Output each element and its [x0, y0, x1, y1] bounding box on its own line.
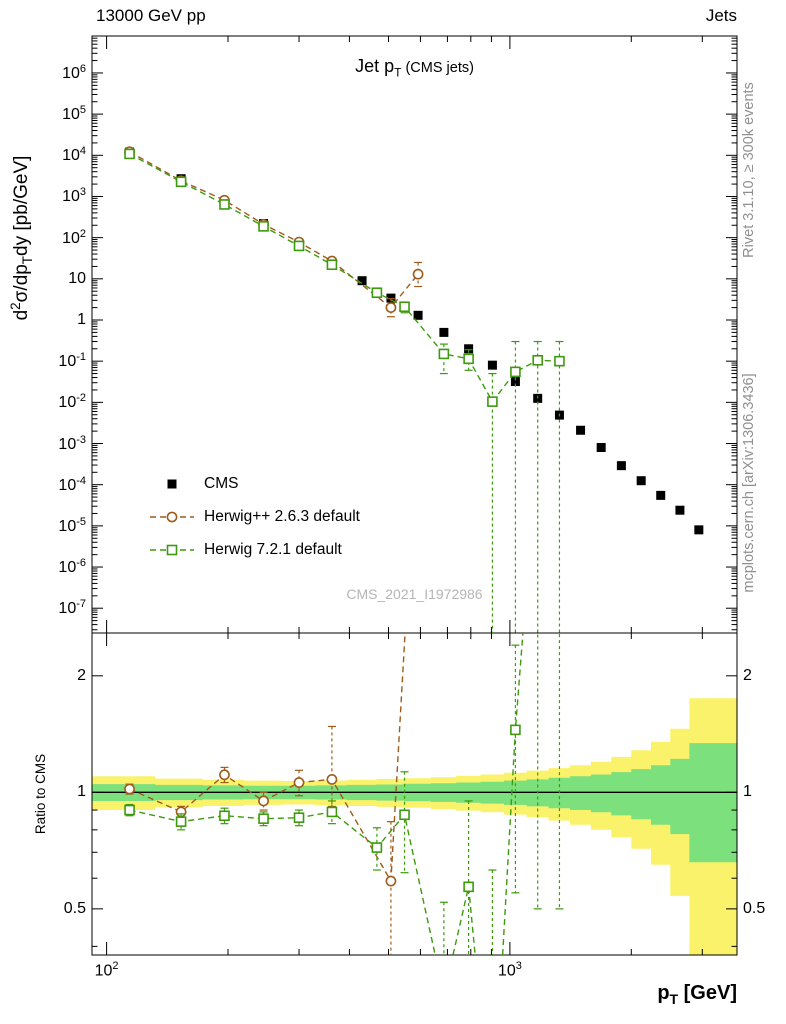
svg-text:mcplots.cern.ch [arXiv:1306.34: mcplots.cern.ch [arXiv:1306.3436] — [741, 373, 757, 592]
svg-text:Rivet 3.1.10, ≥ 300k events: Rivet 3.1.10, ≥ 300k events — [741, 82, 757, 258]
svg-text:Ratio to CMS: Ratio to CMS — [33, 754, 48, 834]
svg-text:d2σ/dpTdy [pb/GeV]: d2σ/dpTdy [pb/GeV] — [8, 156, 35, 321]
